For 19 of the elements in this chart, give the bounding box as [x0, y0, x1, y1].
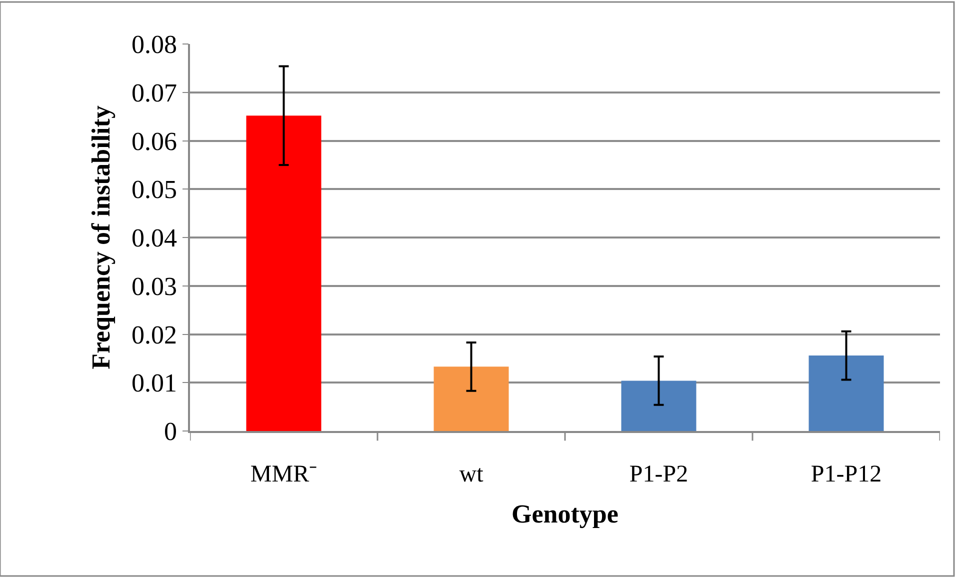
bar: [246, 116, 322, 431]
x-tick-label: MMR⁻: [250, 462, 318, 488]
bar: [621, 380, 696, 431]
x-tick-label: P1-P2: [629, 462, 688, 488]
y-tick-label: 0.01: [132, 368, 178, 398]
bar: [434, 366, 509, 431]
x-tick-label: wt: [459, 462, 484, 488]
y-axis-title: Frequency of instability: [86, 106, 116, 370]
y-tick-label: 0.03: [132, 272, 178, 301]
y-tick-label: 0.05: [132, 175, 178, 204]
y-tick-label: 0.06: [132, 126, 178, 156]
y-tick-label: 0.07: [132, 78, 178, 108]
y-tick-label: 0.04: [132, 224, 178, 253]
bar: [808, 356, 884, 431]
x-tick-label: P1-P12: [810, 462, 882, 488]
y-tick-label: 0.08: [132, 30, 178, 60]
y-tick-label: 0: [164, 417, 178, 446]
x-axis-title: Genotype: [512, 500, 618, 529]
y-tick-label: 0.02: [132, 320, 178, 350]
